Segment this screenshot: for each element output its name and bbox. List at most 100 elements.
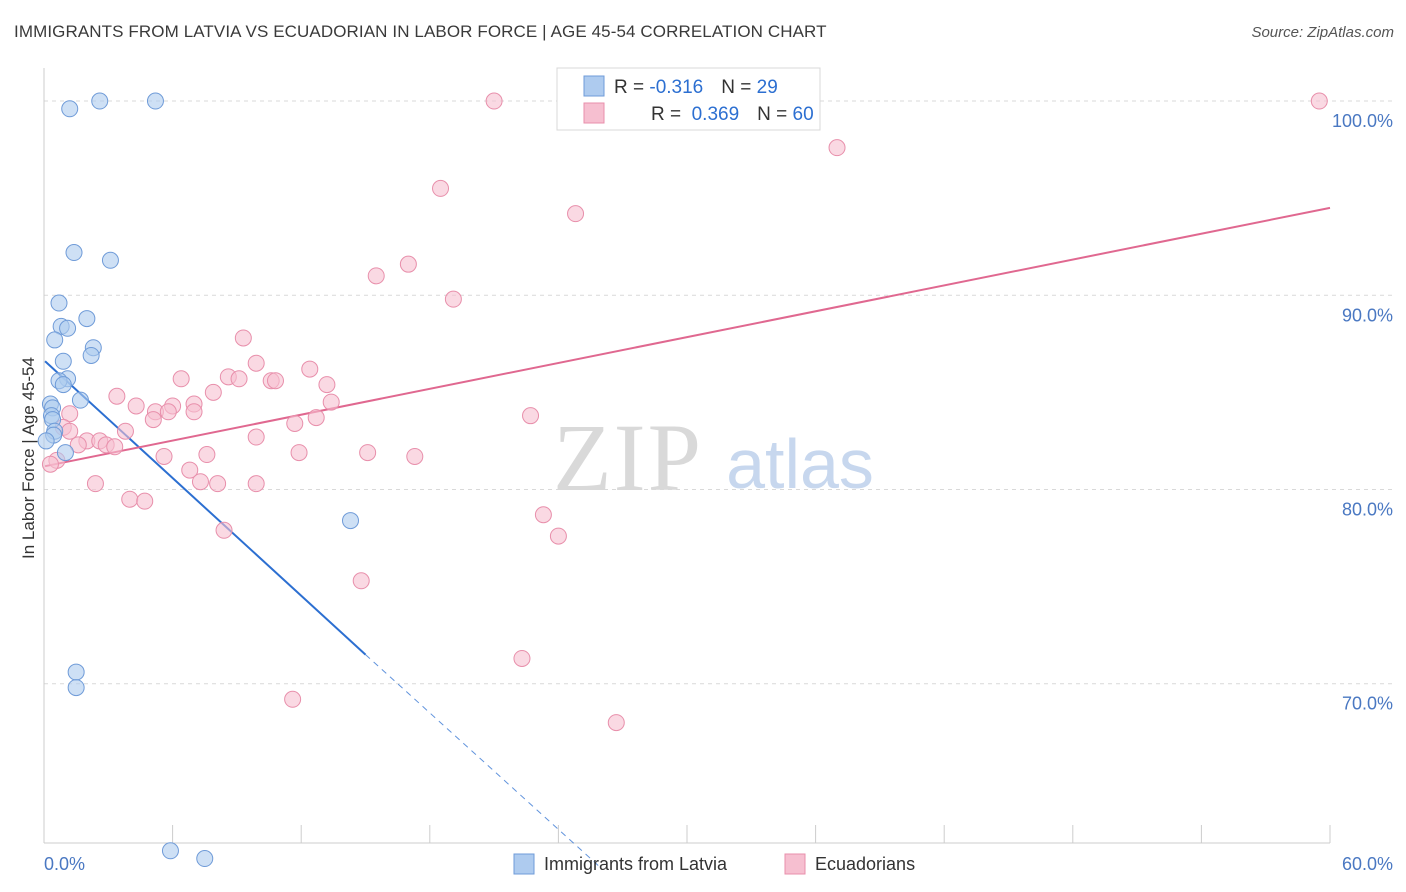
- legend-r-value-2: 0.369: [686, 104, 739, 125]
- legend-row-1: R = -0.316 N = 29: [614, 77, 778, 98]
- latvia-point: [71, 391, 89, 409]
- ecuadorians-point: [144, 411, 162, 429]
- ecuadorians-point: [307, 409, 325, 427]
- ecuadorians-point: [209, 475, 227, 493]
- latvia-point: [146, 92, 164, 110]
- latvia-point: [91, 92, 109, 110]
- latvia-point: [56, 444, 74, 462]
- ecuadorians-point: [116, 422, 134, 440]
- legend-r-label-2: R =: [651, 104, 686, 125]
- watermark-atlas: atlas: [726, 425, 874, 503]
- latvia-point: [82, 346, 100, 364]
- legend-n-label-1: N =: [721, 77, 756, 98]
- latvia-trend-extension: [365, 654, 602, 869]
- chart-title: IMMIGRANTS FROM LATVIA VS ECUADORIAN IN …: [14, 22, 827, 41]
- legend-n-value-2: 60: [793, 104, 814, 125]
- latvia-point: [59, 319, 77, 337]
- ecuadorians-point: [318, 376, 336, 394]
- legend-swatch-pink: [583, 102, 605, 124]
- latvia-point: [101, 251, 119, 269]
- ecuadorians-point: [185, 403, 203, 421]
- y-tick-label: 80.0%: [1342, 499, 1393, 519]
- ecuadorians-point: [290, 444, 308, 462]
- y-tick-label: 100.0%: [1332, 111, 1393, 131]
- ecuadorians-point: [234, 329, 252, 347]
- legend-r-label-1: R =: [614, 77, 649, 98]
- ecuadorians-point: [432, 179, 450, 197]
- watermark: ZIP atlas: [553, 404, 874, 511]
- latvia-point: [50, 294, 68, 312]
- ecuadorians-point: [522, 407, 540, 425]
- latvia-point: [54, 376, 72, 394]
- ecuadorians-point: [513, 649, 531, 667]
- ecuadorians-point: [485, 92, 503, 110]
- latvia-point: [161, 842, 179, 860]
- legend-n-value-1: 29: [757, 77, 778, 98]
- latvia-point: [37, 432, 55, 450]
- latvia-point: [54, 352, 72, 370]
- trend-lines: [44, 206, 1331, 869]
- ecuadorians-point: [359, 444, 377, 462]
- ecuadorians-point: [828, 139, 846, 157]
- latvia-point: [67, 663, 85, 681]
- ecuadorians-point: [301, 360, 319, 378]
- latvia-point: [78, 310, 96, 328]
- ecuadorians-point: [247, 354, 265, 372]
- ecuadorians-point: [108, 387, 126, 405]
- ecuadorians-point: [549, 527, 567, 545]
- latvia-point: [61, 100, 79, 118]
- latvia-trend-line: [44, 360, 367, 656]
- ecuadorians-point: [607, 714, 625, 732]
- ecuadorians-point: [367, 267, 385, 285]
- ecuadorians-point: [247, 428, 265, 446]
- ecuadorians-point: [444, 290, 462, 308]
- ecuadorians-point: [284, 690, 302, 708]
- ecuadorians-point: [247, 475, 265, 493]
- ecuadorians-point: [121, 490, 139, 508]
- latvia-point: [196, 850, 214, 868]
- latvia-point: [341, 512, 359, 530]
- series-legend-swatch-ecuadorians[interactable]: [784, 853, 806, 875]
- legend-swatch-blue: [583, 75, 605, 97]
- ecuadorians-point: [322, 393, 340, 411]
- x-tick-label-max: 60.0%: [1342, 854, 1393, 874]
- latvia-point: [67, 679, 85, 697]
- y-tick-label: 90.0%: [1342, 305, 1393, 325]
- ecuadorians-point: [191, 473, 209, 491]
- y-tick-label: 70.0%: [1342, 694, 1393, 714]
- ecuadorians-point: [61, 422, 79, 440]
- ecuadorians-point: [69, 436, 87, 454]
- latvia-point: [46, 331, 64, 349]
- ecuadorians-point: [172, 370, 190, 388]
- ecuadorians-point: [127, 397, 145, 415]
- ecuadorians-point: [230, 370, 248, 388]
- x-tick-label-min: 0.0%: [44, 854, 85, 874]
- data-points: [37, 92, 1328, 868]
- ecuadorians-point: [215, 521, 233, 539]
- ecuadorians-point: [155, 447, 173, 465]
- latvia-point: [65, 244, 83, 262]
- ecuadorians-point: [61, 405, 79, 423]
- gridlines: [44, 100, 1394, 685]
- ecuadorians-point: [204, 383, 222, 401]
- ecuadorians-trend-line: [44, 206, 1331, 468]
- ecuadorians-point: [181, 461, 199, 479]
- ecuadorians-point: [567, 205, 585, 223]
- legend-n-label-2: N =: [757, 104, 792, 125]
- series-legend-swatch-latvia[interactable]: [513, 853, 535, 875]
- legend-r-value-1: -0.316: [649, 77, 703, 98]
- series-legend-label-ecuadorians[interactable]: Ecuadorians: [815, 854, 915, 874]
- watermark-zip: ZIP: [553, 404, 703, 511]
- ecuadorians-point: [136, 492, 154, 510]
- ecuadorians-point: [159, 403, 177, 421]
- ecuadorians-point: [266, 372, 284, 390]
- series-legend-label-latvia[interactable]: Immigrants from Latvia: [544, 854, 728, 874]
- series-legend: Immigrants from Latvia Ecuadorians: [513, 853, 915, 875]
- axes: 70.0% 80.0% 90.0% 100.0% 0.0% 60.0%: [43, 68, 1393, 874]
- ecuadorians-point: [106, 438, 124, 456]
- ecuadorians-point: [86, 475, 104, 493]
- ecuadorians-point: [41, 455, 59, 473]
- stats-legend: R = -0.316 N = 29 R = 0.369 N = 60: [556, 67, 821, 131]
- ecuadorians-point: [406, 447, 424, 465]
